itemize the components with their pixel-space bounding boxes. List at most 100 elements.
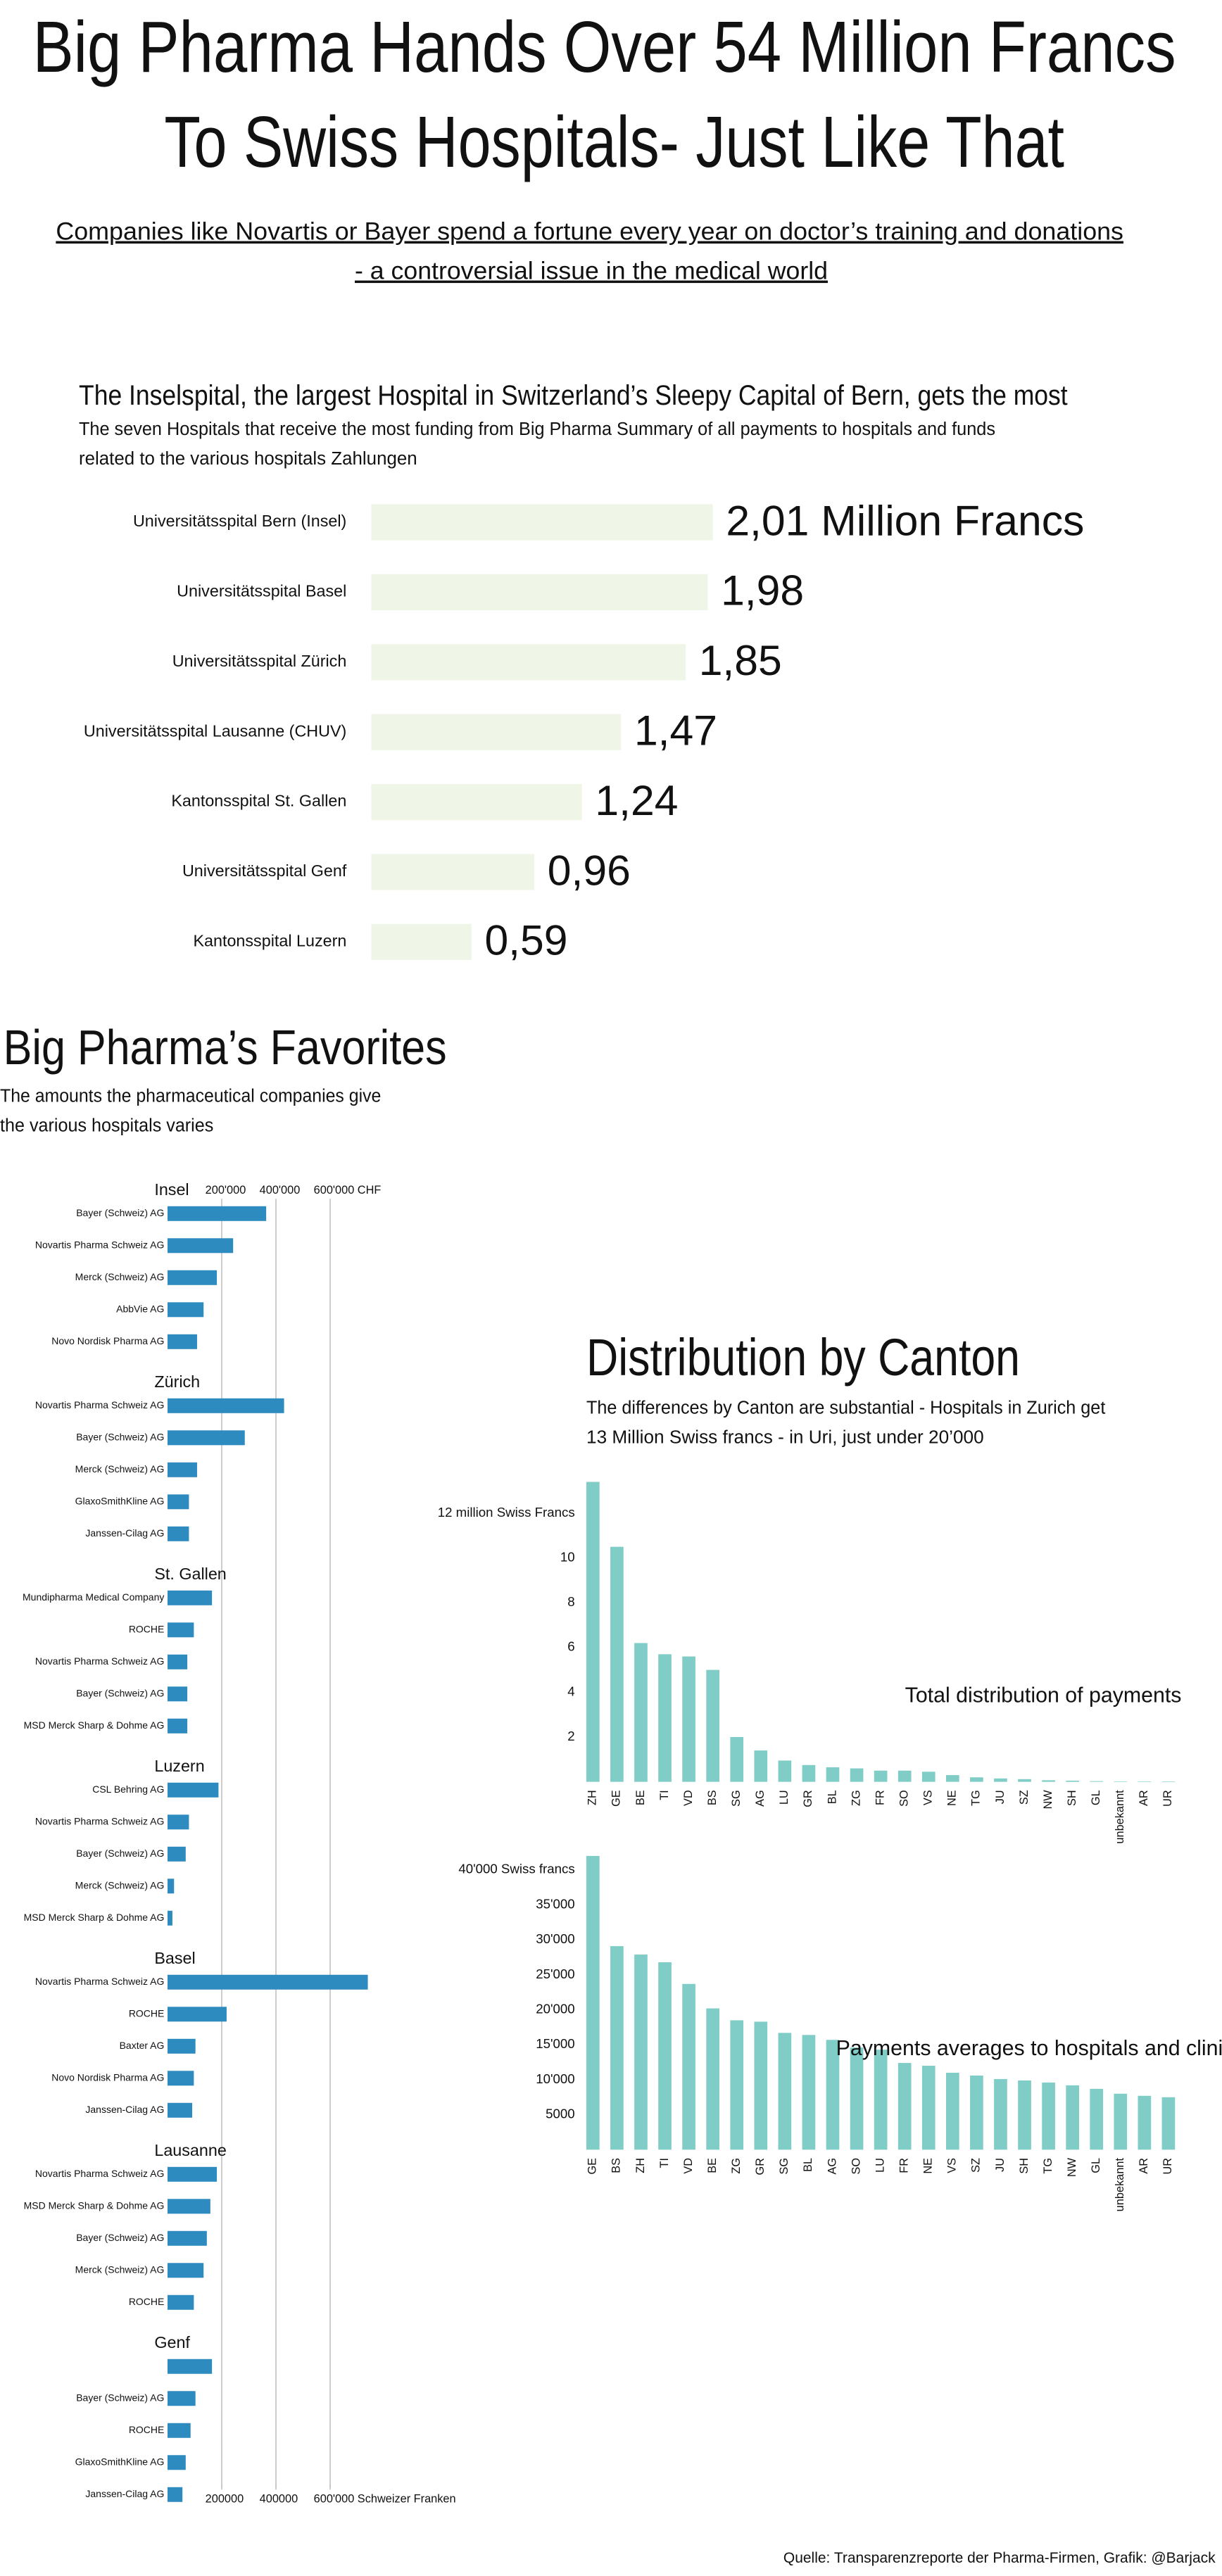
category-label: Universitätsspital Genf <box>182 861 347 880</box>
category-label: GlaxoSmithKline AG <box>75 2456 165 2467</box>
bar <box>1066 2085 1079 2150</box>
bar <box>874 2050 888 2150</box>
category-label: Universitätsspital Zürich <box>172 652 347 670</box>
category-label: Baxter AG <box>120 2040 165 2051</box>
group-label: Genf <box>154 2333 190 2351</box>
x-tick-label: SG <box>778 2158 790 2175</box>
y-tick-label: 10'000 <box>536 2071 574 2086</box>
category-label: AbbVie AG <box>116 1303 164 1315</box>
value-label: 0,59 <box>484 916 567 964</box>
x-tick-label: LU <box>778 1790 790 1805</box>
y-tick-label: 12 million Swiss Francs <box>438 1505 575 1520</box>
bar <box>850 2047 864 2150</box>
bar <box>168 2423 191 2438</box>
value-label: 2,01 Million Francs <box>726 496 1084 544</box>
chart-title: Distribution by Canton <box>586 1327 1020 1387</box>
bar <box>1090 2088 1104 2150</box>
bar <box>730 1737 744 1782</box>
category-label: MSD Merck Sharp & Dohme AG <box>24 1719 165 1731</box>
bar <box>168 2199 210 2214</box>
category-label: GlaxoSmithKline AG <box>75 1495 165 1506</box>
x-tick-label: VS <box>946 2158 959 2173</box>
x-tick-label: GR <box>754 2158 767 2176</box>
y-tick-label: 8 <box>567 1594 574 1609</box>
category-label: CSL Behring AG <box>92 1783 164 1795</box>
x-tick-label: unbekannt <box>1114 2157 1126 2211</box>
x-tick-label: NW <box>1066 2157 1078 2177</box>
bar <box>168 1430 245 1446</box>
x-tick-label: BS <box>706 1790 719 1805</box>
bar <box>371 783 582 821</box>
bar <box>168 1879 175 1894</box>
x-tick-label: GL <box>1090 1790 1102 1805</box>
x-tick-label: ZG <box>730 2158 743 2174</box>
value-label: 1,24 <box>595 776 678 824</box>
bar <box>168 2038 196 2054</box>
y-tick-label: 35'000 <box>536 1896 574 1911</box>
subtitle: Companies like Novartis or Bayer spend a… <box>56 218 1123 246</box>
bar <box>168 1910 172 1926</box>
chart-subtitle: related to the various hospitals Zahlung… <box>79 449 417 469</box>
bar <box>994 1778 1007 1782</box>
category-label: Bayer (Schweiz) AG <box>76 2392 164 2403</box>
bar <box>1018 1779 1031 1782</box>
x-tick-label: TG <box>970 1790 983 1806</box>
bar <box>371 574 708 611</box>
bar <box>754 1750 768 1782</box>
bar <box>371 504 713 541</box>
bar <box>168 1590 213 1605</box>
category-label: Novartis Pharma Schweiz AG <box>35 1239 164 1251</box>
bar <box>826 1767 840 1782</box>
x-tick-label: 400'000 <box>260 1184 301 1197</box>
bar <box>168 1718 188 1734</box>
x-tick-label: TI <box>658 1790 671 1800</box>
bar <box>168 1302 204 1318</box>
x-tick-label: BE <box>634 1790 647 1805</box>
bar <box>586 1855 600 2150</box>
bar <box>802 1764 816 1782</box>
category-label: Novartis Pharma Schweiz AG <box>35 1976 164 1987</box>
bar <box>371 714 622 750</box>
bar <box>897 2063 912 2150</box>
category-label: Novartis Pharma Schweiz AG <box>35 1815 164 1826</box>
bar <box>168 1814 189 1830</box>
x-tick-label: LU <box>874 2158 886 2173</box>
bar <box>945 2072 959 2150</box>
group-label: St. Gallen <box>154 1565 226 1583</box>
category-label: Janssen-Cilag AG <box>85 2104 164 2115</box>
y-tick-label: 20'000 <box>536 2001 574 2016</box>
category-label: ROCHE <box>129 2296 165 2307</box>
x-tick-label: SO <box>850 2158 862 2175</box>
x-tick-label: VD <box>682 2158 695 2174</box>
category-label: MSD Merck Sharp & Dohme AG <box>24 1912 165 1923</box>
x-tick-label: AG <box>826 2158 838 2175</box>
bar <box>1161 1781 1176 1782</box>
x-tick-label: SO <box>898 1790 911 1807</box>
bar <box>168 2455 186 2470</box>
category-label: Merck (Schweiz) AG <box>75 1463 165 1475</box>
y-tick-label: 5000 <box>546 2107 575 2121</box>
bar <box>970 2075 983 2150</box>
bar <box>658 1654 672 1782</box>
chart-subtitle: the various hospitals varies <box>0 1116 213 1135</box>
x-tick-label: JU <box>994 1790 1007 1804</box>
bar <box>1161 2097 1176 2150</box>
x-tick-label: NW <box>1042 1790 1054 1810</box>
bar <box>371 644 686 681</box>
bar <box>168 1334 197 1349</box>
y-tick-label: 25'000 <box>536 1966 574 1981</box>
bar <box>168 2294 194 2310</box>
category-label: Merck (Schweiz) AG <box>75 2264 165 2275</box>
bar <box>921 1772 936 1782</box>
chart-subtitle: 13 Million Swiss francs - in Uri, just u… <box>586 1428 984 1448</box>
bar <box>1090 1781 1104 1782</box>
bar <box>168 1526 189 1541</box>
category-label: Novartis Pharma Schweiz AG <box>35 1655 164 1667</box>
category-label: Novartis Pharma Schweiz AG <box>35 1399 164 1410</box>
x-tick-label: unbekannt <box>1114 1790 1126 1844</box>
value-label: 0,96 <box>548 846 631 894</box>
bar <box>168 2071 194 2086</box>
category-label: Merck (Schweiz) AG <box>75 1879 165 1890</box>
bar <box>168 2263 204 2278</box>
y-tick-label: 15'000 <box>536 2036 574 2051</box>
